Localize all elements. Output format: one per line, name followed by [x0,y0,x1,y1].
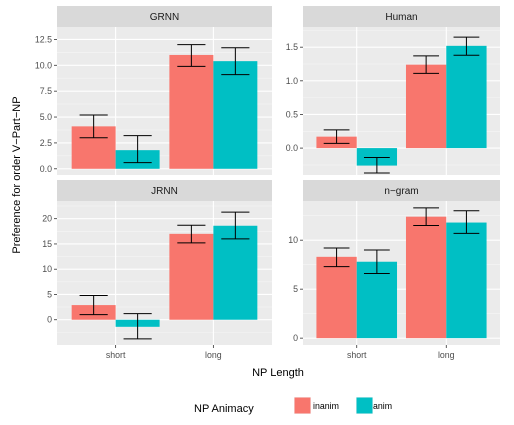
bar-inanim-short [316,256,357,339]
legend-swatch-inanim [294,397,311,414]
legend-label-inanim: inanim [313,401,339,411]
bar-anim-short [356,261,398,339]
x-tick-label: short [106,350,126,360]
facet-strip-label: GRNN [150,12,179,23]
y-tick-label: 10.0 [35,60,52,70]
y-tick-label: 0.5 [286,109,298,119]
y-tick-label: 7.5 [40,86,52,96]
y-tick-label: 20 [42,214,52,224]
y-tick-label: 0.0 [286,143,298,153]
y-tick-label: 5.0 [40,112,52,122]
legend-title: NP Animacy [194,403,254,415]
bar-anim-long [446,45,487,149]
bar-inanim-long [405,64,447,149]
y-tick-label: 1.0 [286,76,298,86]
y-tick-label: 10 [42,264,52,274]
bar-anim-short [356,148,398,166]
facet-strip-label: n−gram [384,186,418,197]
y-tick-label: 0 [47,315,52,325]
bar-anim-long [213,225,258,320]
bar-inanim-long [405,216,447,339]
x-tick-label: short [347,350,367,360]
y-tick-label: 15 [42,239,52,249]
y-tick-label: 5 [47,289,52,299]
y-tick-label: 5 [293,284,298,294]
bar-anim-long [446,222,487,339]
facet-strip-label: Human [385,12,417,23]
facet-strip [303,6,500,27]
x-axis-title: NP Length [252,367,304,379]
bar-inanim-long [169,54,214,169]
x-tick-label: long [205,350,222,360]
y-tick-label: 12.5 [35,34,52,44]
y-tick-label: 1.5 [286,42,298,52]
bar-inanim-long [169,233,214,320]
y-tick-label: 0 [293,333,298,343]
legend-swatch-anim [356,397,373,414]
bar-anim-long [213,61,258,169]
legend-label-anim: anim [373,401,392,411]
x-tick-label: long [438,350,455,360]
facet-strip [57,6,272,27]
y-axis-title: Preference for order V−Part−NP [11,96,23,253]
y-tick-label: 0.0 [40,164,52,174]
facet-strip [303,180,500,201]
facet-strip [57,180,272,201]
facet-strip-label: JRNN [151,186,178,197]
y-tick-label: 10 [288,235,298,245]
y-tick-label: 2.5 [40,138,52,148]
